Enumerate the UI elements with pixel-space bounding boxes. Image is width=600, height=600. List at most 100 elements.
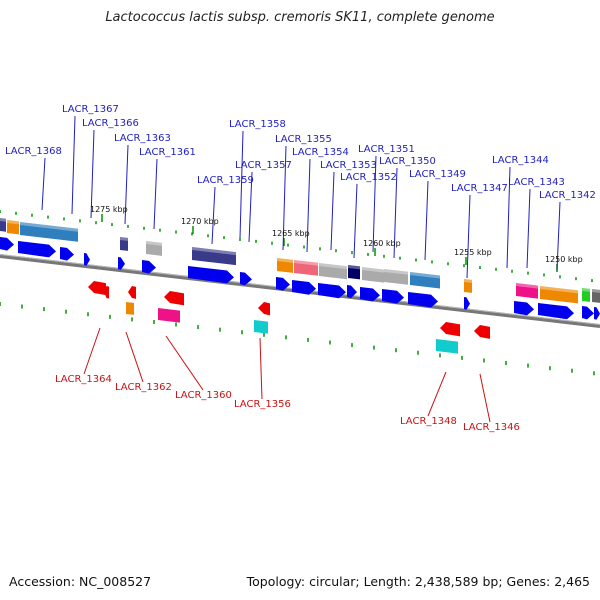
gene-label-top: LACR_1357 (235, 160, 292, 171)
gene-feature-shade (464, 279, 472, 283)
gene-layer (0, 218, 600, 354)
label-leader-line (526, 188, 531, 269)
label-leader-line (466, 194, 471, 279)
reverse-gene-feature (436, 339, 458, 354)
cds-arrow (60, 247, 74, 261)
label-leader-line (259, 337, 263, 400)
gene-label-top: LACR_1343 (508, 177, 565, 188)
scale-label: 1265 kbp (272, 229, 310, 238)
gene-label-top: LACR_1354 (292, 147, 349, 158)
label-leader-line (282, 145, 287, 251)
cds-arrow (382, 289, 404, 304)
gene-feature (146, 241, 162, 256)
cds-arrow (0, 237, 14, 251)
label-leader-line (83, 327, 101, 375)
gene-label-top: LACR_1351 (358, 144, 415, 155)
gene-feature (348, 265, 360, 280)
cds-arrow (18, 241, 56, 258)
cds-arrow (347, 285, 357, 299)
cds-arrow (514, 301, 534, 316)
label-leader-line (125, 331, 144, 383)
accession-text: Accession: NC_008527 (9, 574, 152, 589)
gene-label-top: LACR_1363 (114, 133, 171, 144)
gene-feature (192, 247, 236, 266)
gene-label-top: LACR_1353 (320, 160, 377, 171)
cds-arrow (538, 303, 574, 320)
label-leader-line (165, 335, 204, 391)
gene-label-top: LACR_1355 (275, 134, 332, 145)
cds-arrow (408, 292, 438, 308)
cds-arrow (464, 297, 470, 310)
gene-feature (277, 258, 293, 273)
reverse-gene-feature (104, 286, 109, 299)
gene-feature (294, 260, 318, 276)
reverse-gene-feature (128, 286, 136, 299)
gene-label-bottom: LACR_1364 (55, 374, 112, 385)
label-layer: 1275 kbp 1270 kbp 1265 kbp 1260 kbp 1255 kbp… (5, 104, 596, 433)
gene-feature (362, 267, 384, 283)
cds-arrow (240, 272, 252, 286)
gene-label-top: LACR_1349 (409, 169, 466, 180)
label-leader-line (353, 183, 358, 259)
gene-label-top: LACR_1352 (340, 172, 397, 183)
label-leader-line (556, 201, 561, 271)
gene-feature-shade (120, 237, 128, 241)
reverse-gene-feature (254, 320, 268, 334)
cds-arrow (360, 287, 380, 302)
gene-feature-shade (146, 241, 162, 246)
gene-feature-shade (592, 289, 600, 293)
label-leader-line (248, 171, 253, 243)
label-leader-line (427, 371, 447, 417)
gene-label-top: LACR_1350 (379, 156, 436, 167)
gene-feature-shade (0, 218, 6, 222)
gene-feature (120, 237, 128, 251)
gene-feature-shade (192, 247, 236, 256)
tick-layer (0, 210, 595, 376)
scale-label: 1260 kbp (363, 239, 401, 248)
gene-label-top: LACR_1368 (5, 146, 62, 157)
label-leader-line (372, 155, 377, 253)
gene-feature (20, 222, 78, 242)
scale-label: 1250 kbp (545, 255, 583, 264)
cds-arrow (318, 283, 346, 299)
gene-label-top: LACR_1344 (492, 155, 549, 166)
label-leader-line (306, 158, 311, 253)
gene-label-top: LACR_1358 (229, 119, 286, 130)
gene-feature (592, 289, 600, 303)
cds-arrow (142, 260, 156, 274)
cds-arrow (292, 280, 316, 295)
label-leader-line (153, 158, 158, 230)
gene-feature-shade (20, 222, 78, 232)
scale-label: 1275 kbp (90, 205, 128, 214)
gene-feature (540, 286, 578, 304)
gene-label-bottom: LACR_1356 (234, 399, 291, 410)
label-leader-line (90, 129, 95, 219)
gene-label-bottom: LACR_1348 (400, 416, 457, 427)
cds-arrow (84, 253, 90, 266)
gene-feature (464, 279, 472, 293)
gene-feature (319, 263, 347, 280)
cds-arrow (118, 257, 125, 270)
gene-label-top: LACR_1359 (197, 175, 254, 186)
gene-feature-shade (540, 286, 578, 294)
gene-feature-shade (277, 258, 293, 263)
gene-label-top: LACR_1347 (451, 183, 508, 194)
gene-feature-shade (319, 263, 347, 270)
gene-feature-shade (348, 265, 360, 270)
gene-feature-shade (582, 288, 590, 292)
scale-label: 1255 kbp (454, 248, 492, 257)
gene-feature-shade (410, 272, 440, 279)
label-leader-line (239, 130, 244, 239)
label-leader-line (424, 180, 429, 261)
gene-label-top: LACR_1342 (539, 190, 596, 201)
label-leader-line (330, 171, 335, 251)
gene-label-top: LACR_1366 (82, 118, 139, 129)
gene-feature (384, 269, 408, 285)
gene-label-bottom: LACR_1346 (463, 422, 520, 433)
gene-label-top: LACR_1367 (62, 104, 119, 115)
gene-feature-shade (7, 220, 19, 225)
gene-label-bottom: LACR_1360 (175, 390, 232, 401)
reverse-gene-feature (258, 302, 270, 316)
label-leader-line (41, 157, 46, 211)
